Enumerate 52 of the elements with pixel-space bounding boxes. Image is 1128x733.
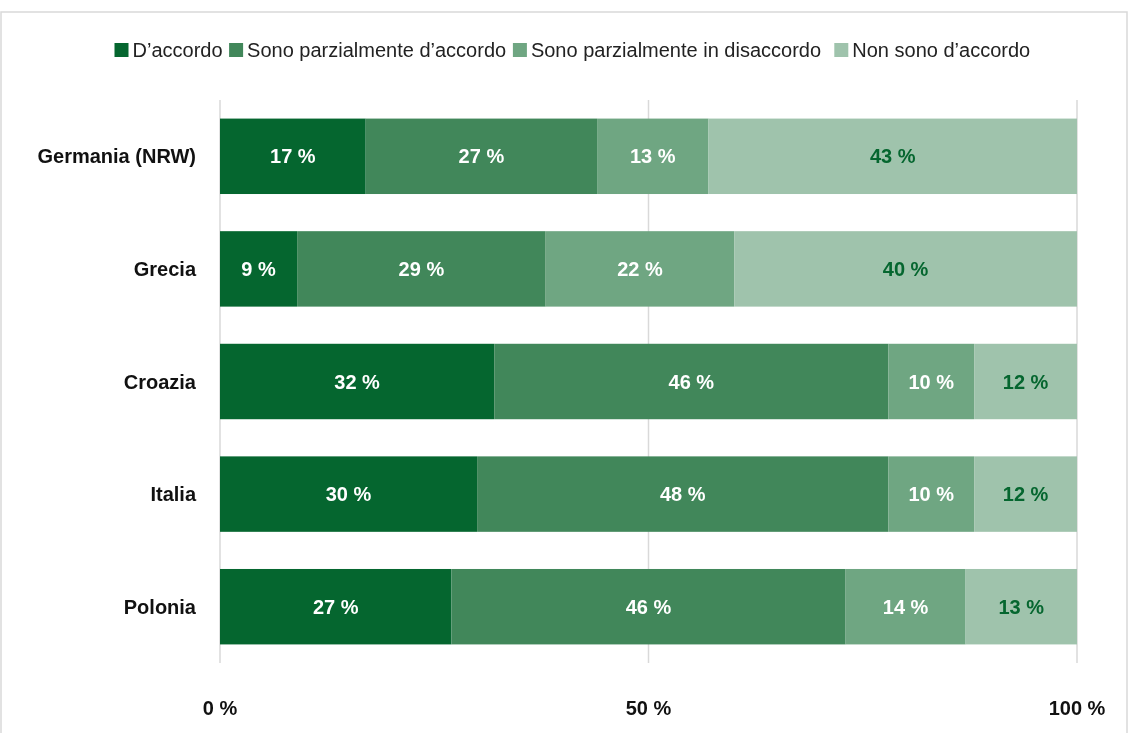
bar [845, 568, 966, 645]
data-label: 40 % [882, 257, 929, 280]
data-label: 27 % [458, 145, 505, 168]
x-tick-label: 100 % [1048, 697, 1106, 719]
bar [888, 343, 975, 420]
bar [888, 456, 975, 532]
data-label: 14 % [882, 595, 929, 618]
legend-label: Sono parzialmente in disaccordo [530, 39, 822, 61]
legend-label: Sono parzialmente d’accordo [247, 39, 507, 61]
legend-label: Non sono d’accordo [852, 39, 1031, 61]
y-tick-label: Croazia [123, 370, 197, 393]
data-label: 27 % [312, 595, 359, 618]
bar [965, 568, 1077, 645]
bar [734, 231, 1077, 307]
data-label: 32 % [334, 370, 381, 393]
bar [297, 231, 546, 307]
data-label: 10 % [908, 483, 955, 506]
data-label: 46 % [625, 595, 672, 618]
bar [220, 568, 452, 645]
data-label: 13 % [998, 595, 1045, 618]
data-label: 22 % [617, 257, 663, 280]
data-label: 29 % [398, 257, 445, 280]
bar [220, 456, 478, 532]
data-label: 10 % [908, 370, 955, 393]
bar [220, 231, 298, 307]
data-label: 17 % [270, 145, 316, 168]
bar [220, 343, 495, 420]
bar [545, 231, 735, 307]
y-tick-label: Grecia [133, 257, 197, 280]
data-label: 9 % [241, 257, 277, 280]
x-tick-label: 0 % [202, 697, 238, 719]
bar [974, 343, 1077, 420]
legend-label: D’accordo [132, 39, 223, 61]
bar [974, 456, 1077, 532]
data-label: 12 % [1002, 370, 1049, 393]
data-label: 48 % [659, 483, 706, 506]
data-label: 46 % [668, 370, 715, 393]
y-tick-label: Germania (NRW) [37, 145, 196, 168]
data-label: 30 % [325, 483, 372, 506]
bar [708, 118, 1077, 195]
data-label: 43 % [869, 145, 916, 168]
data-label: 12 % [1002, 483, 1049, 506]
bar [220, 118, 366, 195]
bar [597, 118, 709, 195]
y-tick-label: Polonia [123, 595, 197, 618]
bar [494, 343, 889, 420]
bar [365, 118, 598, 195]
y-tick-label: Italia [150, 483, 197, 506]
x-tick-label: 50 % [625, 697, 672, 719]
data-label: 13 % [629, 145, 676, 168]
bar [451, 568, 846, 645]
bar [477, 456, 889, 532]
